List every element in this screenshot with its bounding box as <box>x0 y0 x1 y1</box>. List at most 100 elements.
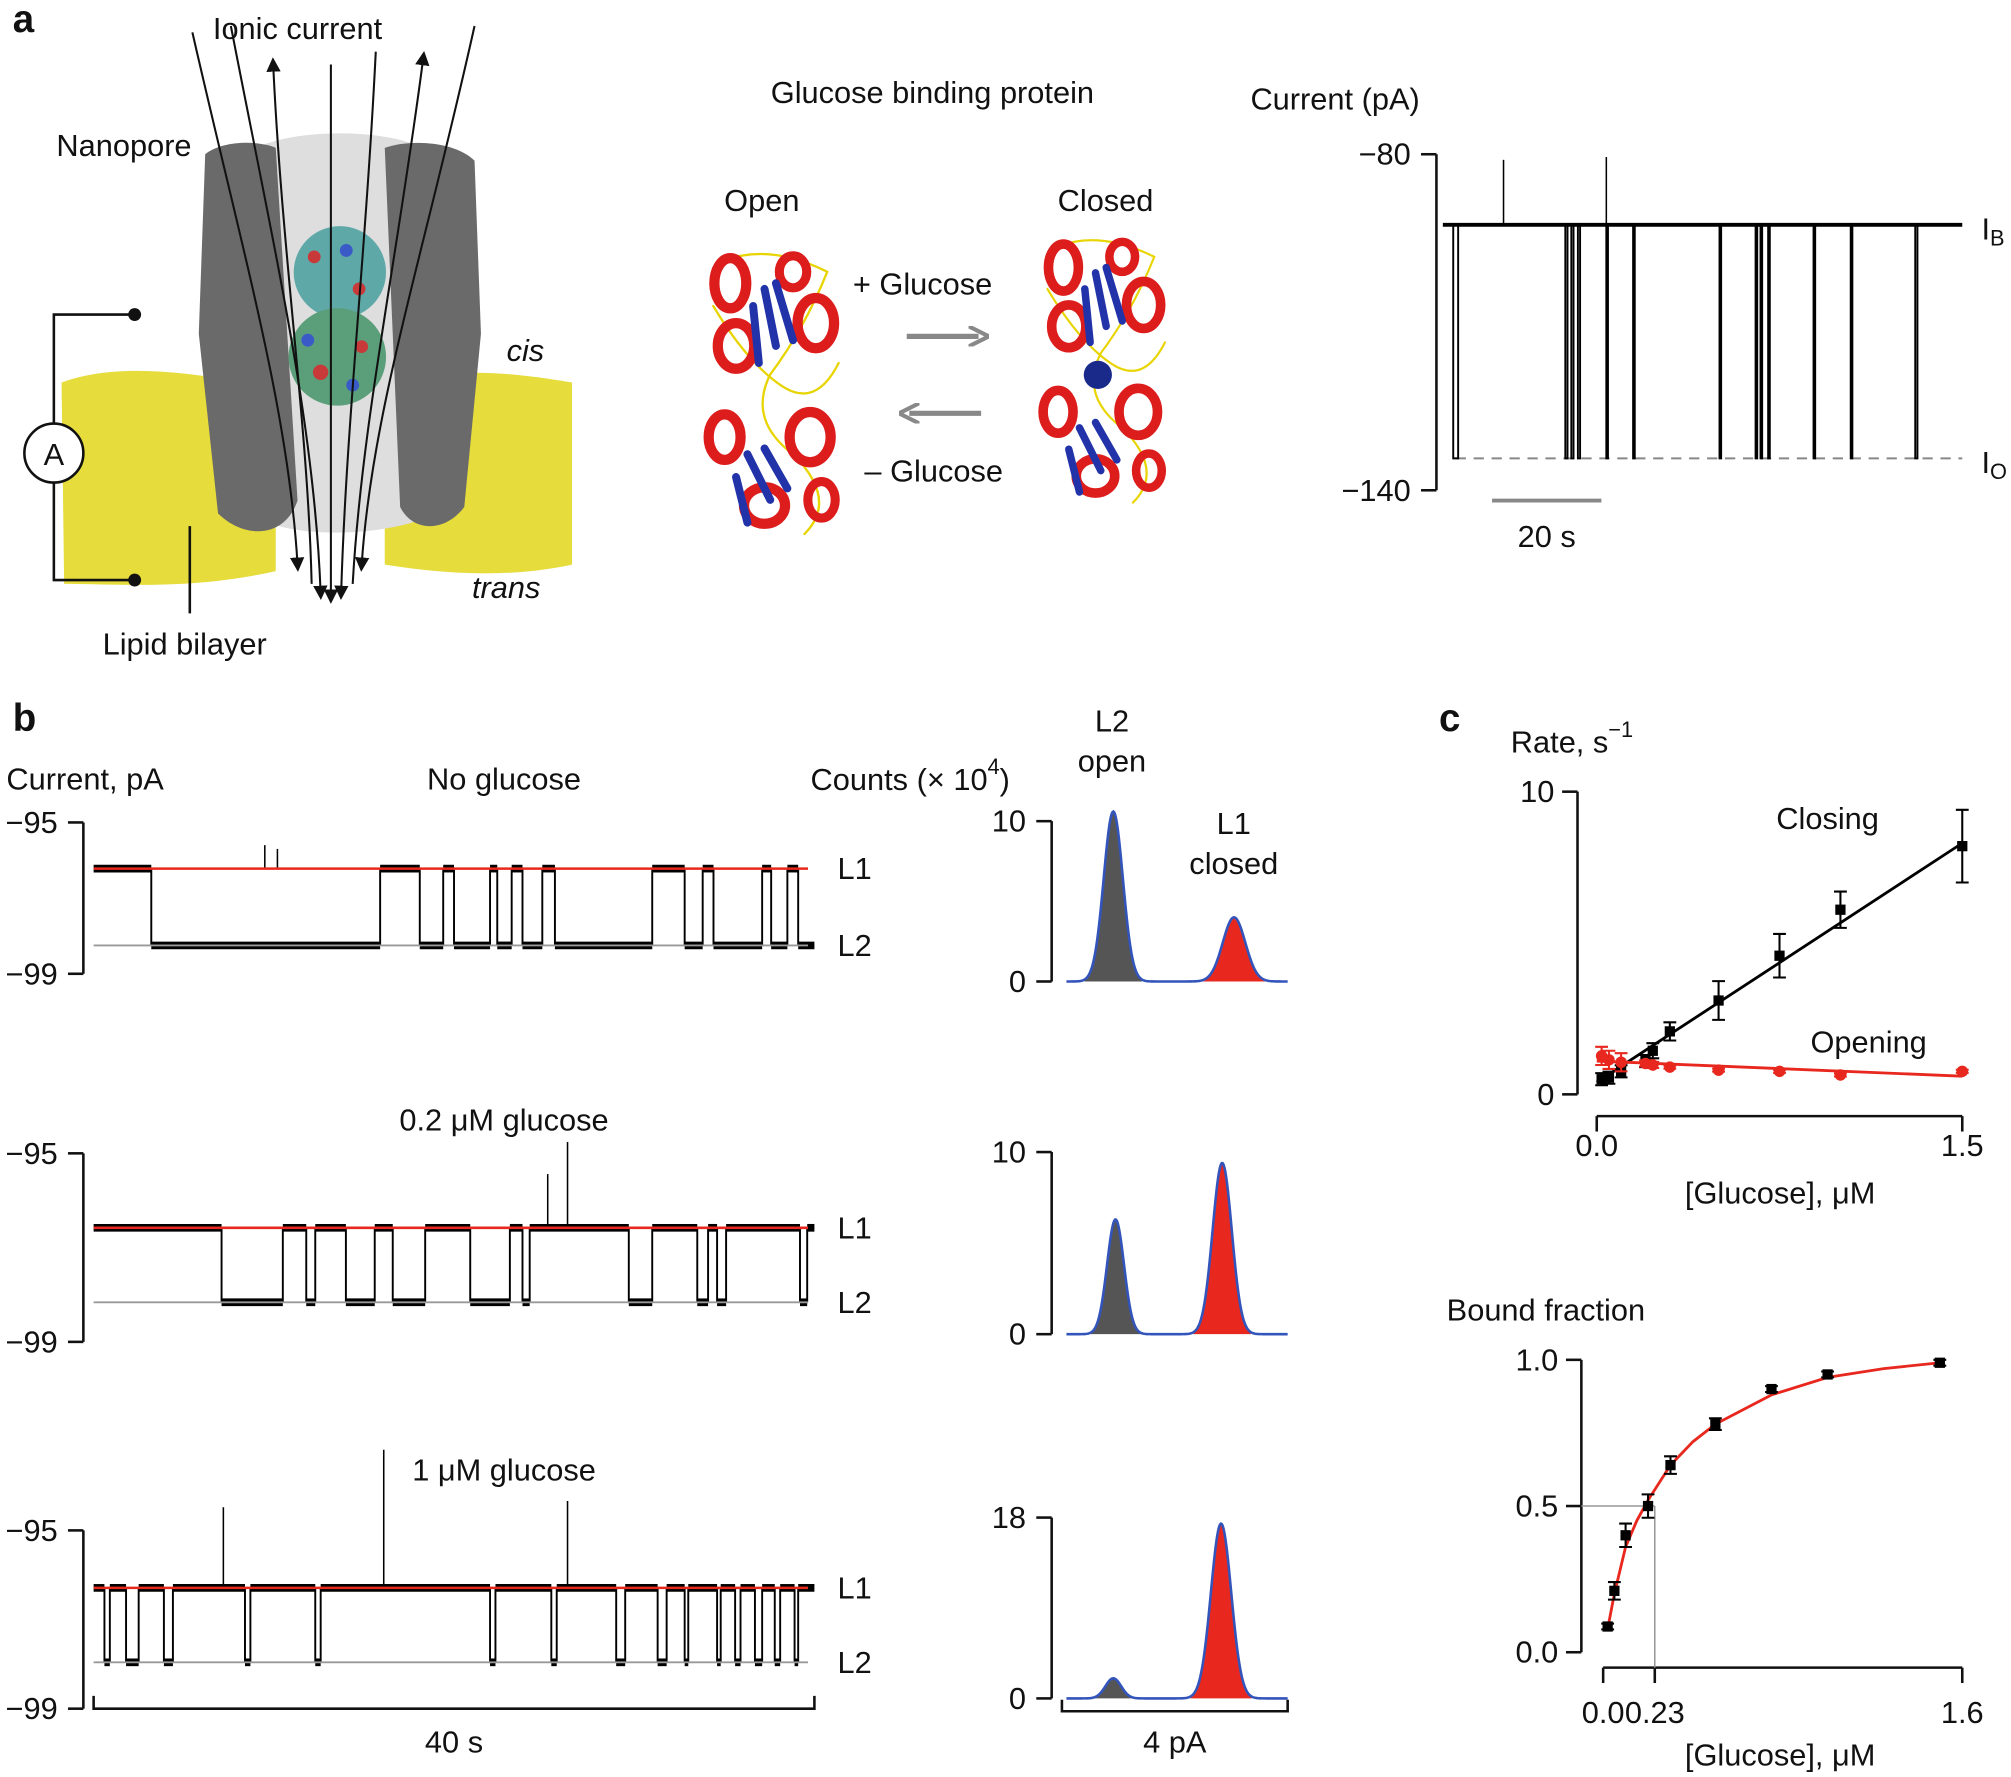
blockade-event <box>1914 224 1919 460</box>
hist-outline <box>1066 1522 1288 1700</box>
hist-peak <box>1193 1162 1251 1335</box>
level-label-part: O <box>1990 459 2007 484</box>
x-tick-label: 1.6 <box>1941 1695 1984 1730</box>
y-tick-label: −80 <box>1359 137 1411 172</box>
hist-outline <box>1066 809 1288 983</box>
schematic-label: Ionic current <box>213 11 383 46</box>
ammeter-label: A <box>44 437 65 472</box>
scale-bar-label: 20 s <box>1518 519 1576 554</box>
panel-label: b <box>13 697 36 740</box>
data-point <box>1615 1056 1627 1069</box>
blockade-event <box>1718 224 1723 460</box>
level-label: L1 <box>837 851 871 886</box>
schematic-label: trans <box>472 570 540 605</box>
data-point <box>1822 1369 1833 1380</box>
data-point <box>1603 1054 1615 1066</box>
axis-title-part: 4 <box>988 754 1000 779</box>
x-tick-label: 1.5 <box>1941 1128 1984 1163</box>
data-point <box>1934 1357 1945 1368</box>
y-tick-label: 0.0 <box>1515 1635 1558 1670</box>
arrow-label: + Glucose <box>853 266 992 301</box>
level-label-part: B <box>1990 225 2005 250</box>
level-label: L1 <box>837 1210 871 1245</box>
data-point <box>1774 950 1785 961</box>
data-point <box>1602 1621 1613 1632</box>
trace-title: 1 μM glucose <box>412 1453 596 1488</box>
axis-title: Current, pA <box>6 761 164 796</box>
y-tick-label: −95 <box>6 805 58 840</box>
y-tick-label: 0 <box>1009 964 1026 999</box>
blockade-event <box>1564 224 1569 460</box>
level-label: IO <box>1982 445 2008 484</box>
blockade-event <box>1849 224 1854 460</box>
axis-title-part: −1 <box>1608 716 1633 741</box>
level-label: L1 <box>837 1570 871 1605</box>
axis-title-part: ) <box>1000 761 1010 796</box>
data-point <box>1713 995 1724 1006</box>
axis-title: Current (pA) <box>1250 82 1419 117</box>
panel-label: a <box>13 0 35 41</box>
axis-title-part: Rate, s <box>1511 724 1608 759</box>
level-label: L2 <box>837 928 871 963</box>
y-tick-label: −99 <box>6 1691 58 1726</box>
y-tick-label: −99 <box>6 956 58 991</box>
protein-title: Glucose binding protein <box>771 75 1094 110</box>
y-tick-label: 10 <box>1520 774 1554 809</box>
y-tick-label: 18 <box>992 1500 1026 1535</box>
scale-bar-label: 4 pA <box>1143 1725 1207 1760</box>
data-point <box>1620 1530 1631 1541</box>
y-tick-label: −95 <box>6 1513 58 1548</box>
level-label: L2 <box>837 1285 871 1320</box>
axis-title: Rate, s−1 <box>1511 716 1633 759</box>
data-point <box>1835 904 1846 915</box>
blockade-event <box>1754 224 1759 460</box>
trace-title: 0.2 μM glucose <box>399 1102 608 1137</box>
peak-label: L2 <box>1095 704 1129 739</box>
hist-peak <box>1090 1219 1141 1335</box>
nanopore-schematic <box>23 25 573 614</box>
data-point <box>1956 1065 1969 1078</box>
level-label-part: I <box>1982 211 1991 246</box>
trace-title: No glucose <box>427 761 581 796</box>
protein-state: Closed <box>1058 183 1154 218</box>
series-label: Opening <box>1810 1024 1926 1059</box>
y-tick-label: 1.0 <box>1515 1342 1558 1377</box>
y-tick-label: −140 <box>1341 473 1410 508</box>
blockade-event <box>1812 224 1817 460</box>
axis-title: Bound fraction <box>1447 1292 1645 1327</box>
data-point <box>1665 1459 1676 1471</box>
x-tick-label: 0.0 <box>1575 1128 1618 1163</box>
level-label: IB <box>1982 211 2005 250</box>
data-point <box>1773 1065 1786 1078</box>
y-tick-label: 10 <box>992 804 1026 839</box>
arrow-label: – Glucose <box>864 454 1003 489</box>
data-point <box>1596 1074 1607 1085</box>
series-label: Closing <box>1776 801 1879 836</box>
axis-title: Counts (× 104) <box>811 754 1010 797</box>
y-tick-label: 10 <box>992 1135 1026 1170</box>
data-point <box>1664 1026 1675 1037</box>
data-point <box>1957 841 1968 852</box>
y-tick-label: −99 <box>6 1324 58 1359</box>
data-point <box>1647 1059 1659 1071</box>
hist-peak <box>1200 917 1268 982</box>
data-point <box>1710 1419 1721 1430</box>
y-tick-label: 0.5 <box>1515 1489 1558 1524</box>
data-point <box>1603 1072 1615 1083</box>
axis-title-part: Counts (× 10 <box>811 761 988 796</box>
hist-peak <box>1084 811 1143 982</box>
x-tick-label: 0.23 <box>1625 1695 1685 1730</box>
hist-peak <box>1190 1523 1252 1699</box>
protein-cartoons <box>709 240 1165 534</box>
peak-label: closed <box>1189 846 1278 881</box>
blockade-event <box>1759 224 1764 460</box>
level-label-part: I <box>1982 445 1991 480</box>
axis-title: [Glucose], μM <box>1685 1176 1875 1211</box>
peak-label: L1 <box>1217 806 1251 841</box>
blockade-event <box>1452 224 1460 460</box>
scale-bar <box>1060 1699 1289 1713</box>
data-point <box>1642 1500 1654 1512</box>
blockade-event <box>1605 224 1609 460</box>
y-tick-label: 0 <box>1009 1317 1026 1352</box>
